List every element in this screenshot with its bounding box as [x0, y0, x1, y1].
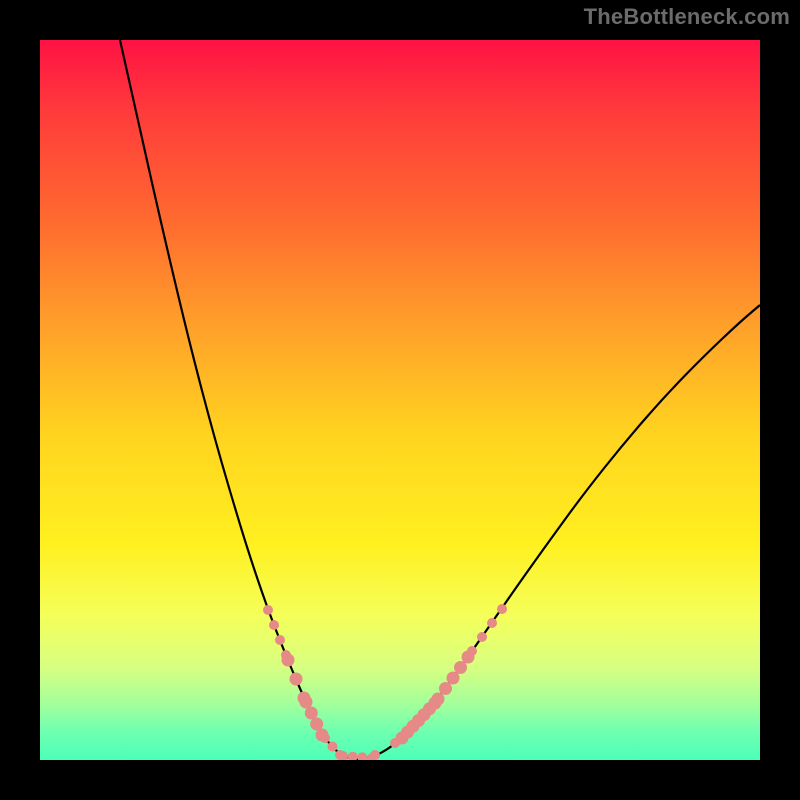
curve-marker [447, 672, 460, 685]
curve-marker [320, 733, 330, 743]
curve-marker [454, 661, 467, 674]
curve-marker [432, 693, 445, 706]
curve-marker [305, 707, 318, 720]
curve-marker [328, 742, 338, 752]
curve-marker [439, 682, 452, 695]
chart-background [40, 40, 760, 760]
curve-marker [477, 632, 487, 642]
curve-marker [269, 620, 279, 630]
bottleneck-chart [40, 40, 760, 760]
curve-marker [467, 646, 477, 656]
page-root: TheBottleneck.com [0, 0, 800, 800]
watermark-text: TheBottleneck.com [584, 4, 790, 30]
curve-marker [263, 605, 273, 615]
curve-marker [487, 618, 497, 628]
curve-marker [497, 604, 507, 614]
curve-marker [290, 673, 303, 686]
chart-container [40, 40, 760, 760]
curve-marker [370, 750, 380, 760]
curve-marker [282, 654, 295, 667]
curve-marker [275, 635, 285, 645]
